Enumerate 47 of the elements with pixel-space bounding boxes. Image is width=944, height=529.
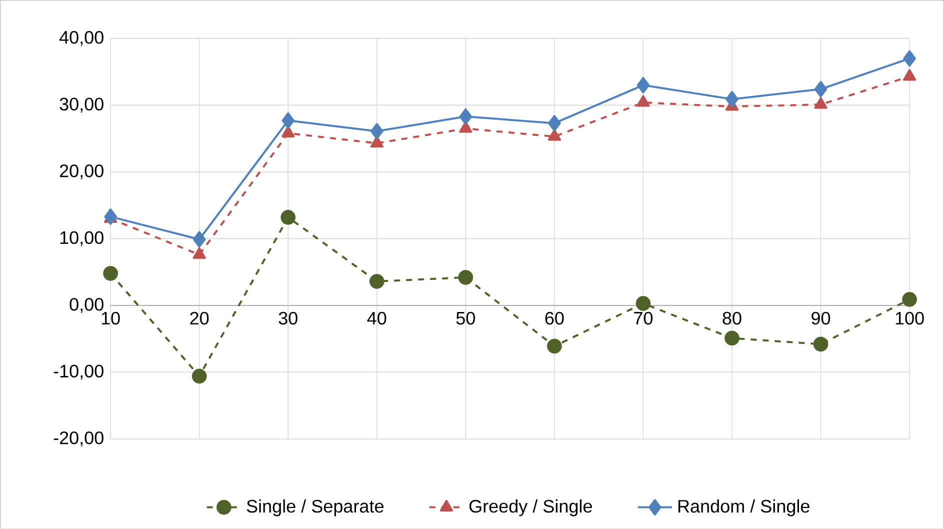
point	[459, 108, 472, 125]
x-tick-label: 10	[102, 312, 120, 324]
point	[548, 128, 561, 141]
legend-label: Random / Single	[678, 499, 810, 516]
point	[458, 270, 474, 285]
y-tick-label: 40,00	[59, 30, 104, 46]
point	[902, 292, 917, 307]
y-tick-label: 30,00	[60, 98, 104, 112]
point	[814, 80, 828, 98]
y-tick-label: -20,00	[54, 431, 104, 446]
x-tick-label: 20	[190, 312, 209, 324]
y-tick-label: -10,00	[54, 364, 104, 380]
point	[370, 136, 384, 148]
point	[636, 296, 651, 311]
y-tick-label: 0,00	[70, 298, 104, 313]
point	[902, 68, 916, 80]
point	[282, 112, 295, 129]
point	[282, 126, 295, 138]
point	[903, 50, 916, 66]
point	[547, 338, 562, 354]
point	[548, 114, 561, 132]
point	[813, 336, 828, 352]
point	[192, 368, 207, 384]
point	[636, 76, 650, 94]
y-tick-label: 20,00	[60, 164, 104, 180]
point	[103, 266, 118, 281]
point	[726, 90, 738, 108]
point	[369, 274, 384, 289]
point	[192, 247, 206, 259]
x-tick-label: 60	[545, 312, 564, 324]
x-tick-label: 100	[896, 312, 924, 324]
point	[192, 230, 206, 248]
x-tick-label: 40	[367, 312, 386, 324]
y-tick-label: 10,00	[60, 231, 104, 246]
x-tick-label: 80	[722, 312, 742, 324]
legend-label: Single / Separate	[246, 499, 384, 516]
point	[370, 122, 384, 140]
point	[104, 208, 117, 225]
x-tick-label: 70	[634, 312, 653, 324]
point	[814, 96, 828, 109]
legend-label: Greedy / Single	[469, 499, 592, 516]
x-tick-label: 90	[812, 312, 830, 324]
point	[724, 330, 740, 346]
x-tick-label: 50	[456, 312, 475, 324]
point	[636, 94, 650, 107]
point	[280, 210, 296, 225]
x-tick-label: 30	[278, 312, 298, 324]
